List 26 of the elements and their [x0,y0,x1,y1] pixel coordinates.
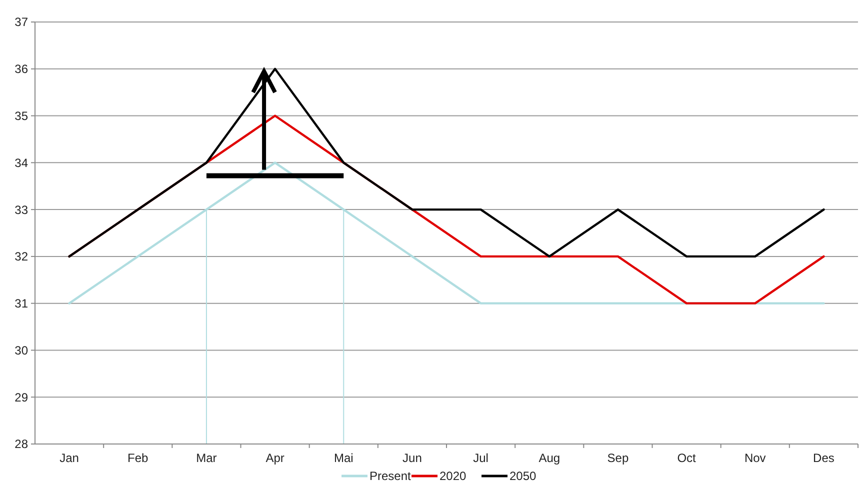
line-series [68,68,825,258]
y-tick-label: 30 [14,343,28,358]
x-tick-label: Nov [744,451,766,465]
x-tick-label: Sep [607,451,629,465]
legend-label: 2050 [510,469,537,483]
y-tick-label: 35 [14,108,28,123]
x-tick-label: Jul [473,451,488,465]
y-tick-label: 36 [14,62,28,76]
legend-label: 2020 [440,469,467,483]
x-tick-label: Apr [266,451,284,465]
x-tick-label: Oct [677,451,697,465]
y-tick-label: 29 [14,390,28,404]
y-tick-label: 33 [14,202,28,217]
x-tick-label: Des [813,451,834,465]
y-tick-label: 37 [14,15,28,30]
x-tick-label: Mar [196,451,217,465]
x-tick-label: Mai [334,451,354,465]
x-tick-label: Aug [538,451,560,465]
y-tick-label: 34 [14,156,28,170]
y-tick-label: 32 [14,250,28,264]
legend-label: Present [370,469,412,483]
x-tick-label: Jun [402,451,422,465]
x-tick-label: Feb [128,451,149,465]
y-tick-label: 31 [14,296,28,311]
x-tick-label: Jan [60,451,79,465]
y-tick-label: 28 [14,437,28,452]
